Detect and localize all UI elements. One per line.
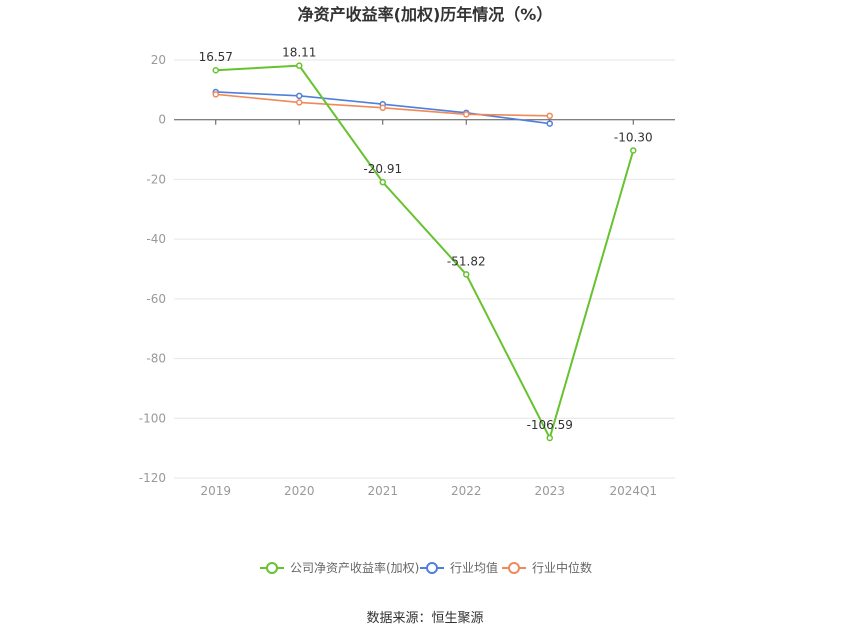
data-label: -20.91 — [363, 162, 402, 176]
series-group — [212, 62, 637, 442]
x-axis: 2019 2020 2021 2022 2023 2024Q1 — [200, 119, 657, 498]
y-tick-label: -60 — [146, 292, 166, 306]
x-tick-label: 2021 — [367, 484, 398, 498]
data-label: -106.59 — [527, 418, 573, 432]
legend-label: 行业均值 — [450, 560, 498, 575]
grid — [174, 59, 675, 479]
y-tick-label: -100 — [139, 411, 166, 425]
legend-label: 行业中位数 — [532, 560, 592, 575]
legend-item-0[interactable]: 公司净资产收益率(加权) — [260, 560, 419, 575]
x-tick-label: 2022 — [451, 484, 482, 498]
data-point-0[interactable] — [212, 66, 219, 74]
data-point-1[interactable] — [296, 92, 303, 100]
data-label: 18.11 — [282, 46, 316, 60]
y-tick-label: -120 — [139, 471, 166, 485]
data-label: -10.30 — [614, 130, 653, 144]
y-tick-label: -80 — [146, 352, 166, 366]
y-tick-label: 20 — [151, 53, 166, 67]
y-tick-label: -40 — [146, 232, 166, 246]
data-labels: 16.57 18.11 -20.91 -51.82 -106.59 -10.30 — [199, 46, 653, 432]
chart-title: 净资产收益率(加权)历年情况（%） — [298, 5, 553, 24]
data-point-0[interactable] — [546, 434, 553, 442]
legend-label: 公司净资产收益率(加权) — [290, 560, 419, 575]
legend[interactable]: 公司净资产收益率(加权) 行业均值 行业中位数 — [260, 560, 592, 575]
source-note: 数据来源：恒生聚源 — [366, 611, 483, 626]
legend-marker — [266, 562, 278, 574]
data-point-0[interactable] — [463, 271, 470, 278]
data-point-2[interactable] — [212, 91, 219, 98]
data-label: 16.57 — [199, 50, 233, 64]
legend-marker — [508, 562, 520, 574]
y-tick-label: 0 — [158, 113, 166, 127]
data-point-0[interactable] — [296, 62, 303, 69]
x-tick-label: 2023 — [534, 484, 565, 498]
data-point-0[interactable] — [379, 178, 386, 186]
series-line-0 — [215, 64, 635, 441]
data-point-1[interactable] — [546, 120, 553, 127]
legend-marker — [426, 562, 438, 574]
legend-item-1[interactable]: 行业均值 — [420, 560, 498, 575]
x-tick-label: 2020 — [284, 484, 315, 498]
data-point-2[interactable] — [379, 104, 386, 112]
data-point-2[interactable] — [463, 111, 470, 118]
data-point-0[interactable] — [630, 147, 637, 154]
x-tick-label: 2019 — [200, 484, 231, 498]
x-tick-label: 2024Q1 — [609, 484, 657, 498]
legend-item-2[interactable]: 行业中位数 — [502, 560, 592, 575]
y-tick-label: -20 — [146, 172, 166, 186]
data-point-2[interactable] — [296, 99, 303, 106]
y-axis: 20 0 -20 -40 -60 -80 -100 -120 — [139, 53, 166, 485]
data-point-2[interactable] — [546, 112, 553, 120]
data-label: -51.82 — [447, 254, 486, 268]
